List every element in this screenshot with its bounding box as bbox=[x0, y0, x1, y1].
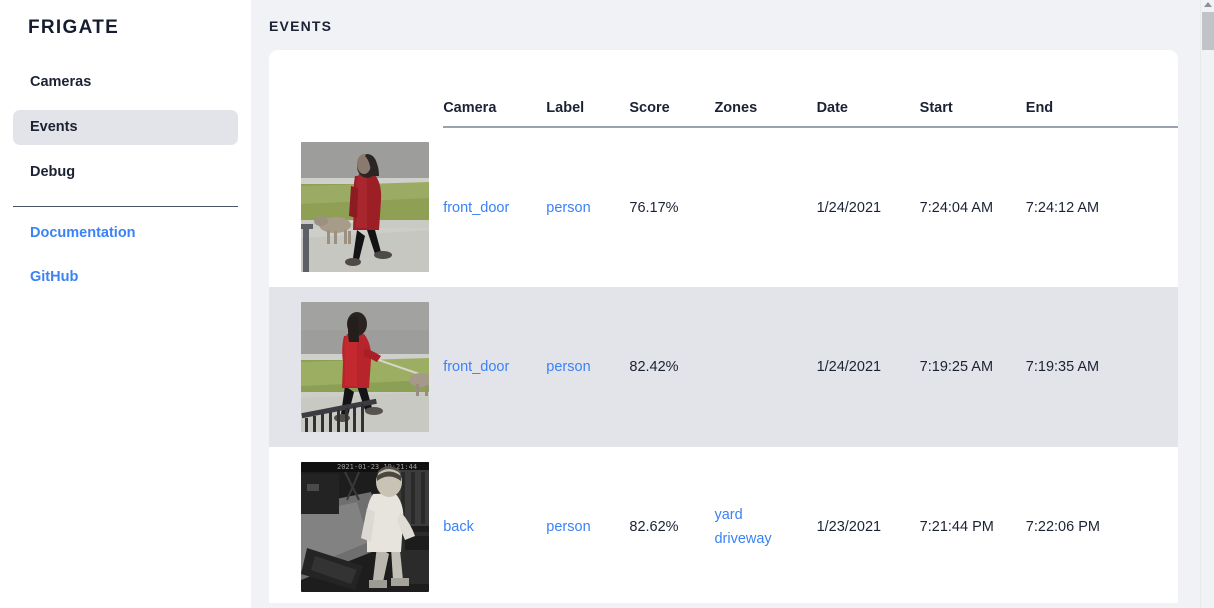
column-header-thumbnail bbox=[269, 50, 443, 127]
event-score-cell: 82.62% bbox=[629, 519, 679, 535]
event-zone-link[interactable]: yard bbox=[714, 507, 743, 523]
event-thumbnail-cell[interactable] bbox=[269, 127, 443, 287]
event-start-cell: 7:21:44 PM bbox=[919, 519, 994, 535]
page-scrollbar[interactable] bbox=[1200, 0, 1214, 608]
event-date-cell: 1/24/2021 bbox=[816, 287, 920, 447]
event-thumbnail-image[interactable] bbox=[301, 302, 429, 432]
column-header-date[interactable]: Date bbox=[816, 50, 920, 128]
scroll-up-arrow-icon[interactable] bbox=[1204, 2, 1212, 7]
sidebar: FRIGATE Cameras Events Debug Documentati… bbox=[0, 0, 251, 608]
sidebar-divider bbox=[13, 206, 238, 207]
sidebar-link-documentation[interactable]: Documentation bbox=[30, 225, 136, 241]
event-score-cell: 82.42% bbox=[629, 287, 715, 447]
column-header-end[interactable]: End bbox=[1025, 50, 1178, 128]
event-end-cell: 7:19:35 AM bbox=[1025, 287, 1178, 447]
event-end-cell: 7:22:06 PM bbox=[1025, 519, 1100, 535]
event-start-cell: 7:19:25 AM bbox=[919, 287, 1026, 447]
event-end-cell: 7:24:12 AM bbox=[1025, 199, 1100, 216]
table-header-row: Camera Label Score Zones Date Start End bbox=[269, 50, 1178, 128]
event-camera-link[interactable]: front_door bbox=[443, 199, 510, 216]
column-header-zones[interactable]: Zones bbox=[714, 50, 817, 128]
svg-text:2021-01-23 19:21:44: 2021-01-23 19:21:44 bbox=[337, 463, 417, 471]
sidebar-link-github[interactable]: GitHub bbox=[30, 269, 79, 285]
column-header-camera[interactable]: Camera bbox=[443, 50, 547, 128]
table-row[interactable]: front_door person 82.42% 1/24/2021 7:19:… bbox=[269, 287, 1178, 447]
event-camera-link[interactable]: front_door bbox=[443, 359, 510, 375]
event-thumbnail-cell[interactable] bbox=[269, 287, 444, 447]
scrollbar-thumb[interactable] bbox=[1202, 12, 1214, 50]
table-row[interactable]: front_door person 76.17% 1/24/2021 7:24:… bbox=[269, 127, 1178, 287]
event-label-cell: person bbox=[546, 127, 629, 287]
event-camera-cell: back bbox=[443, 447, 546, 603]
events-card: Camera Label Score Zones Date Start End bbox=[269, 50, 1178, 603]
column-header-start[interactable]: Start bbox=[919, 50, 1026, 128]
event-score-cell: 76.17% bbox=[629, 199, 679, 216]
event-label-link[interactable]: person bbox=[546, 199, 591, 216]
events-table-head: Camera Label Score Zones Date Start End bbox=[269, 50, 1178, 128]
event-thumbnail-cell[interactable]: 2021-01-23 19:21:44 bbox=[269, 447, 443, 603]
event-thumbnail-image[interactable] bbox=[301, 142, 429, 272]
events-table: Camera Label Score Zones Date Start End bbox=[269, 50, 1178, 603]
sidebar-external-links: Documentation GitHub bbox=[0, 225, 251, 286]
event-date-cell: 1/24/2021 bbox=[816, 199, 882, 216]
event-label-cell: person bbox=[546, 447, 629, 603]
sidebar-item-events[interactable]: Events bbox=[13, 110, 238, 145]
page-title: EVENTS bbox=[269, 18, 333, 34]
event-zones-cell bbox=[714, 287, 817, 447]
event-date-cell: 1/23/2021 bbox=[816, 519, 882, 535]
event-zones-cell bbox=[714, 127, 816, 287]
sidebar-nav: Cameras Events Debug bbox=[0, 65, 251, 190]
event-camera-cell: front_door bbox=[443, 127, 546, 287]
event-start-cell: 7:24:04 AM bbox=[919, 199, 994, 216]
event-zones-cell: yard driveway bbox=[714, 447, 816, 603]
event-camera-link[interactable]: back bbox=[443, 519, 474, 535]
app-brand-title: FRIGATE bbox=[28, 17, 120, 38]
event-label-link[interactable]: person bbox=[546, 359, 591, 375]
sidebar-item-debug[interactable]: Debug bbox=[30, 164, 76, 180]
event-camera-cell: front_door bbox=[443, 287, 547, 447]
event-zone-link[interactable]: driveway bbox=[714, 531, 772, 547]
events-table-body: front_door person 76.17% 1/24/2021 7:24:… bbox=[269, 127, 1178, 603]
event-label-link[interactable]: person bbox=[546, 519, 591, 535]
column-header-label[interactable]: Label bbox=[546, 50, 630, 128]
event-thumbnail-image[interactable]: 2021-01-23 19:21:44 bbox=[301, 462, 429, 592]
sidebar-item-cameras[interactable]: Cameras bbox=[30, 74, 92, 90]
column-header-score[interactable]: Score bbox=[629, 50, 715, 128]
main-content: EVENTS Camera Label Score Zones Date Sta… bbox=[251, 0, 1214, 608]
table-row[interactable]: 2021-01-23 19:21:44 bbox=[269, 447, 1178, 603]
event-label-cell: person bbox=[546, 287, 630, 447]
